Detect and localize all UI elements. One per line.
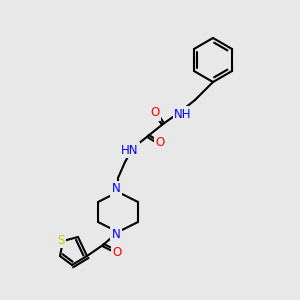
Text: O: O xyxy=(112,245,122,259)
Text: N: N xyxy=(112,229,120,242)
Text: S: S xyxy=(57,233,65,247)
Text: O: O xyxy=(150,106,160,119)
Text: N: N xyxy=(112,182,120,196)
Text: HN: HN xyxy=(121,143,139,157)
Text: O: O xyxy=(155,136,165,149)
Text: NH: NH xyxy=(174,107,192,121)
